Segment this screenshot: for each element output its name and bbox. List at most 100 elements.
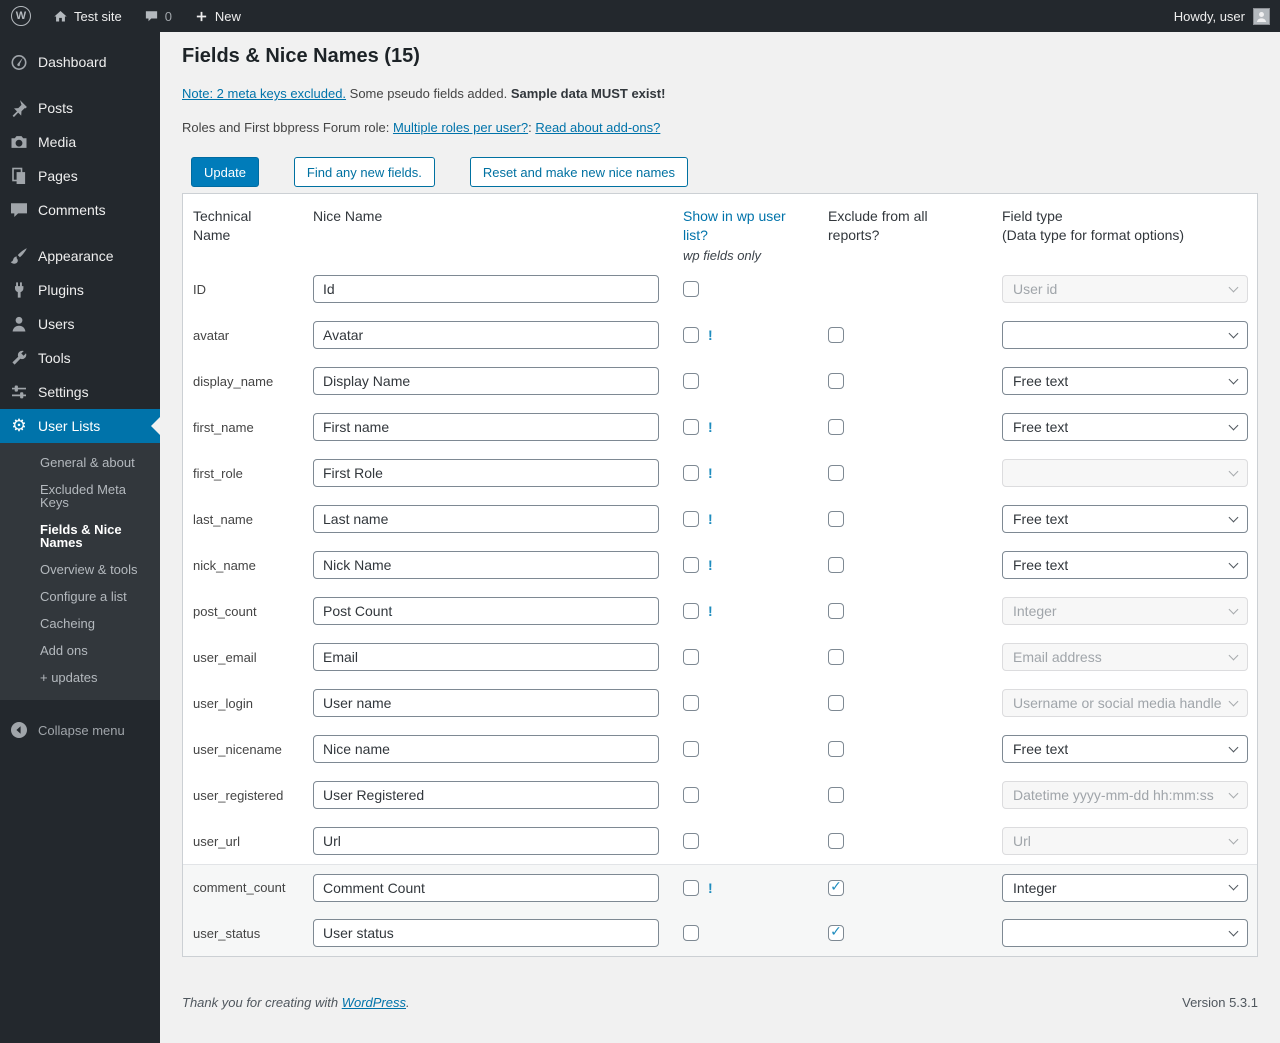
nice-name-input[interactable] [313,597,659,625]
site-name-link[interactable]: Test site [42,0,133,32]
nice-name-input[interactable] [313,551,659,579]
account-menu-link[interactable]: Howdy, user [1174,7,1270,25]
reset-nice-names-button[interactable]: Reset and make new nice names [469,157,689,187]
exclude-checkbox[interactable] [828,925,844,941]
field-type-select[interactable]: Free text [1002,551,1248,579]
update-button[interactable]: Update [191,157,259,187]
meta-keys-excluded-link[interactable]: Note: 2 meta keys excluded. [182,86,347,101]
exclude-checkbox[interactable] [828,879,844,896]
sidebar-subitem-updates[interactable]: + updates [40,670,98,685]
nice-name-input[interactable] [313,505,659,533]
sidebar-subitem-excluded-meta-keys[interactable]: Excluded Meta Keys [40,482,126,510]
show-checkbox[interactable] [683,925,699,941]
show-checkbox[interactable] [683,741,699,757]
sidebar-item-label: Pages [38,168,78,184]
exclude-checkbox[interactable] [828,695,844,711]
sidebar-subitem-configure-a-list[interactable]: Configure a list [40,589,127,604]
show-checkbox[interactable] [683,879,699,896]
nice-name-input[interactable] [313,643,659,671]
sidebar-item-comments[interactable]: Comments [0,193,160,227]
show-in-list-cell [683,925,828,941]
nice-name-input[interactable] [313,781,659,809]
nice-name-input[interactable] [313,873,659,902]
site-name-label: Test site [74,8,122,24]
field-type-value: Free text [1013,373,1069,389]
show-in-list-cell: ! [683,465,828,481]
exclude-checkbox[interactable] [828,833,844,849]
wordpress-link[interactable]: WordPress [341,995,406,1010]
nice-name-input[interactable] [313,827,659,855]
field-type-value: Url [1013,833,1031,849]
show-checkbox[interactable] [683,695,699,711]
nice-name-input[interactable] [313,413,659,441]
sidebar-subitem-fields-nice-names[interactable]: Fields & Nice Names [40,522,122,550]
sidebar-item-settings[interactable]: Settings [0,375,160,409]
nice-name-input[interactable] [313,275,659,303]
nice-name-input[interactable] [313,919,659,947]
sidebar-item-dashboard[interactable]: Dashboard [0,45,160,79]
sidebar-item-tools[interactable]: Tools [0,341,160,375]
field-type-select[interactable]: Integer [1002,873,1248,902]
wordpress-logo-link[interactable]: W [0,0,42,32]
nice-name-input[interactable] [313,459,659,487]
sidebar-item-label: Dashboard [38,54,107,70]
field-type-select[interactable]: Free text [1002,505,1248,533]
show-checkbox[interactable] [683,557,699,573]
exclude-checkbox[interactable] [828,557,844,573]
field-type-select[interactable]: Free text [1002,367,1248,395]
collapse-menu-button[interactable]: Collapse menu [0,713,160,747]
show-in-list-cell [683,281,828,297]
sidebar-item-pages[interactable]: Pages [0,159,160,193]
sidebar-subitem-general-about[interactable]: General & about [40,455,135,470]
show-checkbox[interactable] [683,833,699,849]
field-type-value: User id [1013,281,1058,297]
find-new-fields-button[interactable]: Find any new fields. [293,157,435,187]
sidebar-subitem-overview-tools[interactable]: Overview & tools [40,562,138,577]
show-checkbox[interactable] [683,373,699,389]
exclude-checkbox[interactable] [828,327,844,343]
sidebar-item-plugins[interactable]: Plugins [0,273,160,307]
show-checkbox[interactable] [683,787,699,803]
nice-name-input[interactable] [313,689,659,717]
exclude-checkbox[interactable] [828,787,844,803]
exclude-checkbox[interactable] [828,373,844,389]
sidebar-item-users[interactable]: Users [0,307,160,341]
exclude-checkbox[interactable] [828,603,844,619]
nice-name-input[interactable] [313,735,659,763]
show-checkbox[interactable] [683,649,699,665]
show-checkbox[interactable] [683,465,699,481]
exclude-checkbox[interactable] [828,649,844,665]
multiple-roles-link[interactable]: Multiple roles per user? [392,120,529,135]
plug-icon [9,280,29,300]
new-content-link[interactable]: New [183,0,252,32]
show-checkbox[interactable] [683,419,699,435]
table-row: first_role! [183,450,1257,496]
sidebar-item-appearance[interactable]: Appearance [0,239,160,273]
exclude-checkbox[interactable] [828,511,844,527]
show-checkbox[interactable] [683,603,699,619]
field-type-select[interactable]: Free text [1002,735,1248,763]
nice-name-cell [313,551,683,579]
exclude-checkbox[interactable] [828,465,844,481]
exclude-checkbox[interactable] [828,741,844,757]
nice-name-input[interactable] [313,321,659,349]
show-in-wp-user-list-link[interactable]: Show in wp user list? [683,208,786,244]
nice-name-input[interactable] [313,367,659,395]
exclude-checkbox[interactable] [828,419,844,435]
field-type-select[interactable] [1002,321,1248,349]
sidebar-item-posts[interactable]: Posts [0,91,160,125]
field-type-select[interactable]: Free text [1002,413,1248,441]
sidebar-subitem-cacheing[interactable]: Cacheing [40,616,95,631]
show-checkbox[interactable] [683,281,699,297]
show-checkbox[interactable] [683,511,699,527]
sidebar-item-user-lists[interactable]: ⚙ User Lists [0,409,160,443]
sidebar-item-media[interactable]: Media [0,125,160,159]
read-addons-link[interactable]: Read about add-ons? [535,120,661,135]
show-in-list-cell [683,373,828,389]
sidebar-subitem-add-ons[interactable]: Add ons [40,643,88,658]
gear-icon: ⚙ [11,415,27,436]
field-type-select[interactable] [1002,919,1248,947]
comments-link[interactable]: 0 [133,0,183,32]
show-checkbox[interactable] [683,327,699,343]
nice-name-cell [313,873,683,902]
